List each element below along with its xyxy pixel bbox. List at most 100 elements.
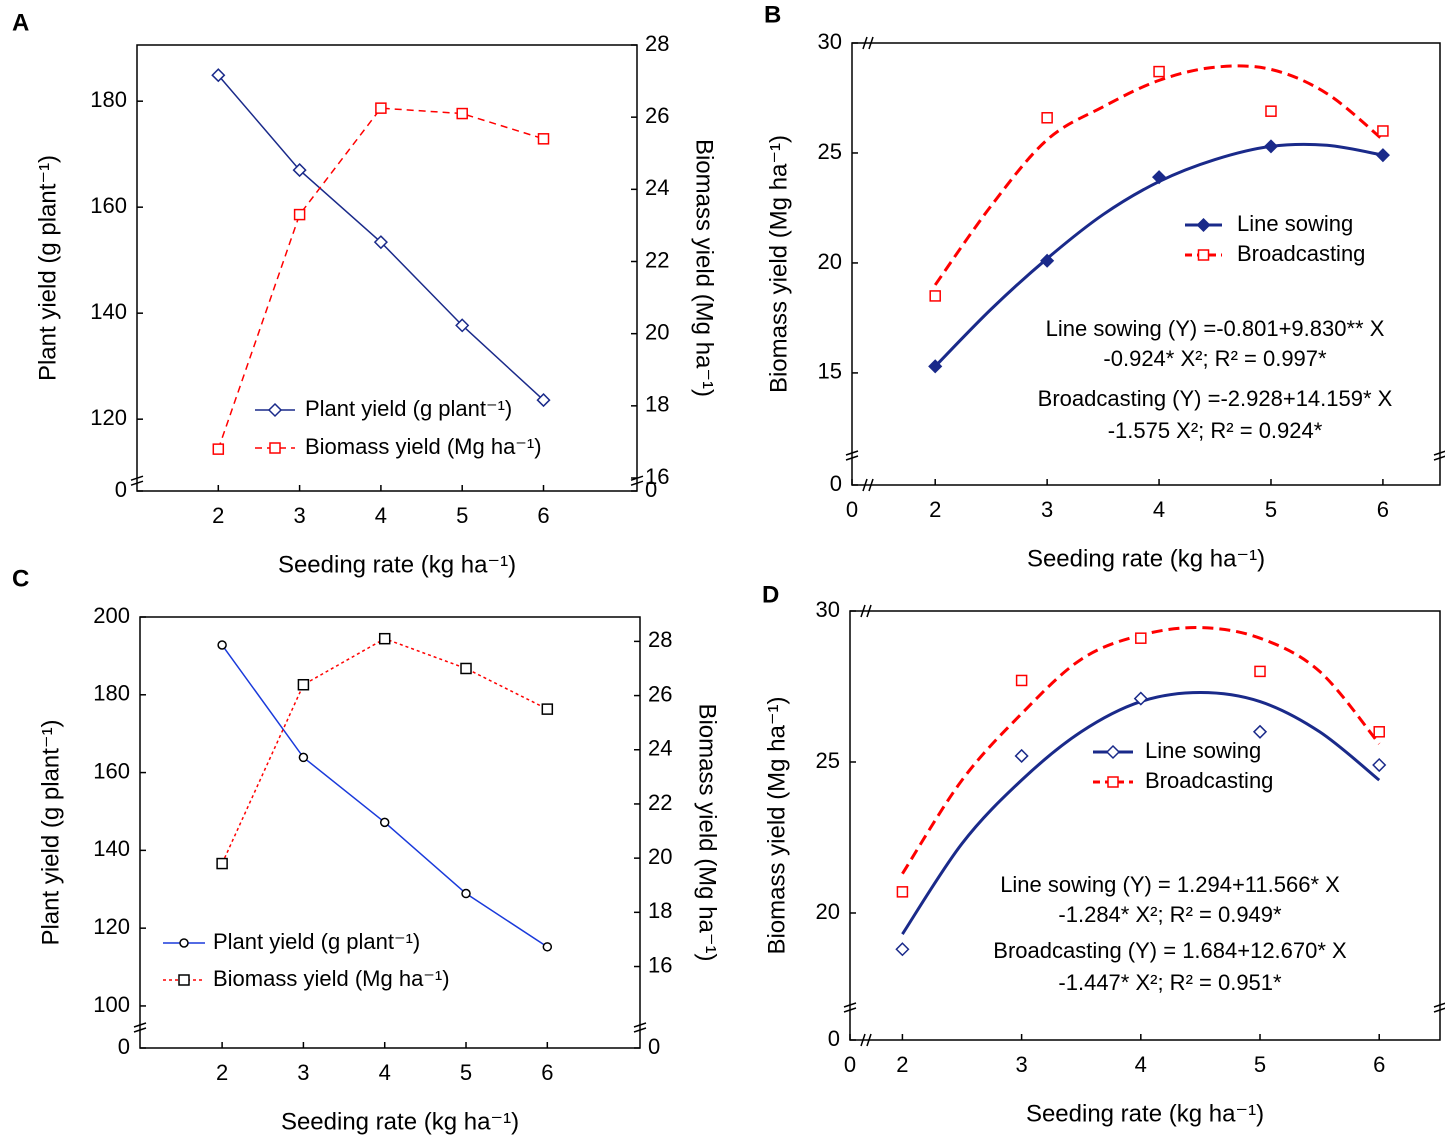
x-tick-label: 3 (297, 1060, 309, 1085)
axis-break (862, 478, 874, 492)
equation: -1.447* X²; R² = 0.951* (1058, 970, 1282, 995)
legend-marker (178, 974, 190, 986)
y2-tick-label: 0 (648, 1034, 660, 1059)
plot-frame (849, 610, 1441, 1041)
y2-tick-label: 26 (645, 103, 669, 128)
y2-tick-label: 20 (645, 319, 669, 344)
marker (1014, 748, 1029, 764)
marker (1377, 125, 1389, 137)
marker (1153, 65, 1165, 78)
y2-axis-title: Biomass yield (Mg ha⁻¹) (691, 139, 718, 397)
equation: -1.575 X²; R² = 0.924* (1108, 418, 1323, 443)
panel-label: D (762, 581, 779, 608)
legend-marker (267, 402, 283, 418)
x-axis-title: Seeding rate (kg ha⁻¹) (1026, 1100, 1264, 1127)
marker (1373, 726, 1385, 738)
equation: Broadcasting (Y) =-2.928+14.159* X (1038, 386, 1393, 411)
marker (1252, 724, 1268, 739)
marker (461, 888, 471, 899)
legend-label: Broadcasting (1145, 768, 1273, 793)
y2-tick-label: 16 (645, 464, 669, 489)
y-tick-label: 140 (90, 299, 127, 324)
legend-label: Biomass yield (Mg ha⁻¹) (305, 434, 542, 459)
y2-tick-label: 20 (648, 844, 672, 869)
x-tick-label: 2 (212, 503, 224, 528)
equation: -1.284* X²; R² = 0.949* (1058, 902, 1282, 927)
y-axis-title: Biomass yield (Mg ha⁻¹) (763, 696, 790, 954)
axis-break (633, 1022, 647, 1033)
legend-label: Plant yield (g plant⁻¹) (213, 929, 420, 954)
marker (929, 290, 941, 302)
axis-break (860, 604, 872, 618)
y-tick-label: 25 (818, 139, 842, 164)
y-tick-label: 0 (118, 1034, 130, 1059)
y-tick-label: 180 (93, 681, 130, 706)
y-tick-label: 100 (93, 992, 130, 1017)
legend-marker (269, 442, 281, 454)
x-axis-title: Seeding rate (kg ha⁻¹) (1027, 545, 1265, 572)
x-tick-label: 6 (1373, 1052, 1385, 1077)
marker (297, 678, 310, 691)
legend-label: Biomass yield (Mg ha⁻¹) (213, 966, 450, 991)
y2-tick-label: 16 (648, 952, 672, 977)
marker (1254, 665, 1266, 678)
y2-tick-label: 18 (645, 392, 669, 417)
marker (1151, 170, 1167, 185)
marker (460, 662, 472, 675)
x-tick-label: 4 (1153, 497, 1165, 522)
x-tick-label: 6 (537, 503, 549, 528)
y-tick-label: 20 (818, 249, 842, 274)
marker (895, 942, 910, 957)
y-tick-label: 0 (828, 1026, 840, 1051)
x-axis-title: Seeding rate (kg ha⁻¹) (281, 1108, 519, 1135)
marker (217, 640, 227, 650)
y-tick-label: 0 (830, 471, 842, 496)
x-tick-label: 2 (896, 1052, 908, 1077)
marker (1135, 632, 1147, 644)
x-tick-label: 5 (1254, 1052, 1266, 1077)
plot-frame (136, 44, 638, 492)
marker (1372, 757, 1387, 773)
y-tick-label: 120 (90, 405, 127, 430)
y2-tick-label: 24 (645, 175, 669, 200)
marker (298, 752, 309, 763)
axis-break (130, 475, 144, 486)
marker (379, 817, 390, 828)
axis-break (845, 450, 859, 461)
marker (375, 102, 387, 114)
axis-break (860, 1033, 872, 1047)
legend-marker (1197, 249, 1210, 261)
x-tick-label: 4 (1135, 1052, 1147, 1077)
equation: -0.924* X²; R² = 0.997* (1103, 346, 1327, 371)
x-tick-label: 5 (460, 1060, 472, 1085)
fit-curve (933, 64, 1384, 286)
axis-break (1433, 450, 1445, 461)
marker (1133, 691, 1148, 706)
marker (1265, 105, 1277, 117)
x-tick-label: 3 (293, 503, 305, 528)
legend-label: Plant yield (g plant⁻¹) (305, 396, 512, 421)
y-tick-label: 15 (818, 359, 842, 384)
y2-tick-label: 0 (645, 477, 657, 502)
marker (456, 107, 468, 120)
marker (455, 318, 470, 333)
panel-label: C (12, 565, 29, 592)
y-tick-label: 160 (90, 193, 127, 218)
y2-tick-label: 18 (648, 898, 672, 923)
axis-break (843, 1002, 857, 1013)
y-tick-label: 120 (93, 914, 130, 939)
y2-tick-label: 26 (648, 681, 672, 706)
x-tick-label: 3 (1015, 1052, 1027, 1077)
y-axis-title: Biomass yield (Mg ha⁻¹) (765, 135, 792, 393)
equation: Broadcasting (Y) = 1.684+12.670* X (993, 938, 1347, 963)
equation: Line sowing (Y) =-0.801+9.830** X (1046, 316, 1385, 341)
marker (211, 68, 226, 83)
marker (542, 942, 553, 952)
y-axis-title: Plant yield (g plant⁻¹) (37, 719, 64, 945)
series-line (221, 637, 548, 864)
legend-label: Line sowing (1237, 211, 1353, 236)
legend-marker (1196, 217, 1211, 233)
y-tick-label: 25 (816, 748, 840, 773)
x-tick-label: 2 (216, 1060, 228, 1085)
legend-label: Broadcasting (1237, 241, 1365, 266)
